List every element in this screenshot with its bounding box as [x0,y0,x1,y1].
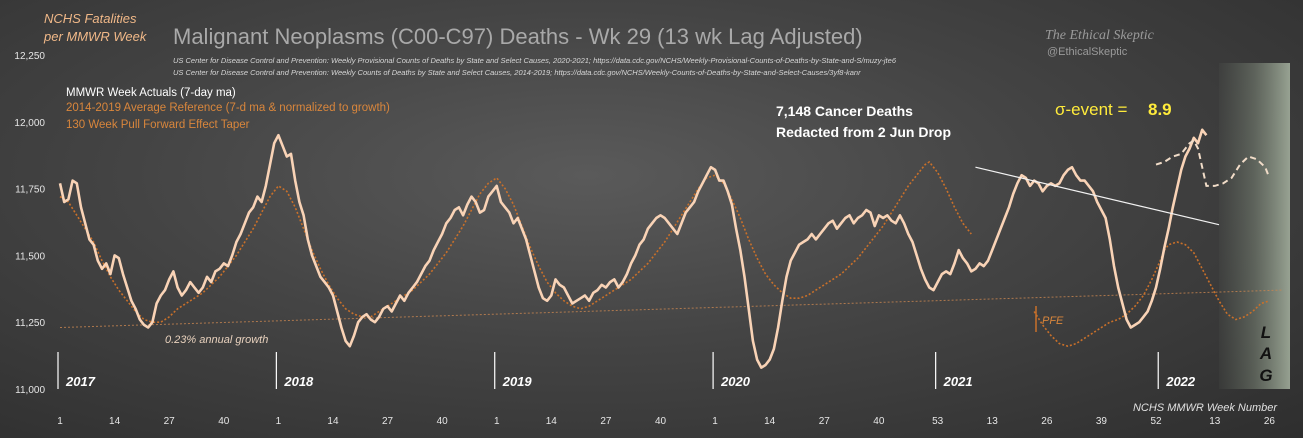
brand-handle: @EthicalSkeptic [1047,46,1128,58]
y-axis: 11,000 11,250 11,500 11,750 12,000 12,250 [14,51,45,396]
x-tick-label: 1 [712,416,718,427]
x-tick-label: 40 [873,416,885,427]
x-tick-label: 14 [764,416,776,427]
x-tick-label: 1 [276,416,282,427]
x-tick-label: 27 [382,416,394,427]
lag-letter-g: G [1259,366,1272,385]
x-tick-label: 14 [109,416,121,427]
lag-letter-l: L [1261,323,1271,342]
sigma-event-label: σ-event = [1055,100,1127,119]
x-tick-label: 52 [1150,416,1162,427]
lag-letter-a: A [1259,344,1272,363]
y-tick-label: 11,000 [15,385,45,396]
chart-title: Malignant Neoplasms (C00-C97) Deaths - W… [173,24,863,49]
legend-actuals: MMWR Week Actuals (7-day ma) [66,87,236,99]
y-tick-label: 11,250 [15,318,45,329]
y-tick-label: 11,750 [15,185,45,196]
x-tick-label: 53 [932,416,944,427]
year-label: 2019 [502,374,533,389]
growth-trend-line [59,289,1283,328]
x-tick-label: 13 [1209,416,1221,427]
year-label: 2020 [720,374,751,389]
y-axis-label-line-2: per MMWR Week [43,29,148,44]
pfe-annotation: PFE [1042,315,1064,327]
redacted-annotation-line-2: Redacted from 2 Jun Drop [776,124,951,140]
x-tick-label: 39 [1096,416,1108,427]
x-tick-label: 26 [1041,416,1053,427]
y-axis-label-line-1: NCHS Fatalities [44,11,137,26]
x-tick-label: 27 [819,416,831,427]
x-tick-label: 27 [600,416,612,427]
brand-name: The Ethical Skeptic [1045,28,1155,43]
redacted-annotation-line-1: 7,148 Cancer Deaths [776,103,913,119]
x-axis-label: NCHS MMWR Week Number [1133,402,1278,414]
year-label: 2017 [65,374,96,389]
source-line-1: US Center for Disease Control and Preven… [173,56,897,65]
x-tick-label: 1 [57,416,63,427]
year-label: 2021 [943,374,973,389]
legend-reference: 2014-2019 Average Reference (7-d ma & no… [66,102,390,114]
x-tick-label: 40 [655,416,667,427]
source-line-2: US Center for Disease Control and Preven… [173,68,861,77]
growth-annotation: 0.23% annual growth [165,334,268,346]
legend-pfe: 130 Week Pull Forward Effect Taper [66,119,250,131]
reference-average-line [59,160,972,323]
year-markers: 2017 2018 2019 2020 2021 2022 [57,352,1196,389]
y-tick-label: 11,500 [15,251,45,262]
x-axis: 1 14 27 40 1 14 27 40 1 14 27 40 1 14 27 40 53 13 26 39 52 13… [57,416,1275,427]
lag-band [1219,63,1290,389]
year-label: 2018 [283,374,314,389]
x-tick-label: 27 [164,416,176,427]
x-tick-label: 40 [218,416,230,427]
expected-2022-line [1155,139,1271,187]
y-tick-label: 12,000 [14,118,45,129]
year-label: 2022 [1165,374,1196,389]
x-tick-label: 26 [1264,416,1276,427]
sigma-event-value: 8.9 [1148,100,1172,119]
x-tick-label: 40 [437,416,449,427]
actuals-line [58,128,1208,369]
x-tick-label: 14 [327,416,339,427]
y-tick-label: 12,250 [14,51,45,62]
pfe-taper-line [1033,241,1270,348]
x-tick-label: 14 [546,416,558,427]
redaction-pointer-line [975,166,1220,226]
x-tick-label: 1 [494,416,500,427]
x-tick-label: 13 [987,416,999,427]
